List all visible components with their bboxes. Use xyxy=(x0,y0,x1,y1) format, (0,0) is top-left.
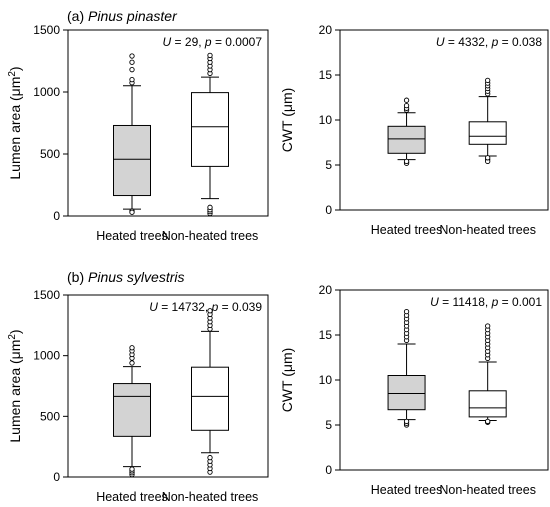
outlier-point xyxy=(207,52,213,59)
y-tick-label: 0 xyxy=(325,463,332,477)
x-category-label: Non-heated trees xyxy=(439,483,536,497)
y-tick-label: 20 xyxy=(319,283,333,297)
box-iqr xyxy=(468,121,507,145)
outlier-point xyxy=(485,77,491,84)
y-axis-label: CWT (μm) xyxy=(279,88,295,153)
outlier-point xyxy=(207,454,213,461)
y-tick-label: 10 xyxy=(319,113,333,127)
x-category-label: Non-heated trees xyxy=(162,490,259,504)
species-name: Pinus sylvestris xyxy=(88,269,185,285)
box-heated xyxy=(113,53,151,215)
y-axis-label: Lumen area (μm2) xyxy=(7,329,24,442)
section-letter: (a) xyxy=(67,8,85,24)
outlier-point xyxy=(403,97,410,103)
y-tick-label: 500 xyxy=(40,147,60,161)
x-category-label: Heated trees xyxy=(96,229,168,243)
y-tick-label: 1000 xyxy=(33,85,60,99)
box-heated xyxy=(113,345,151,478)
y-tick-label: 500 xyxy=(40,409,60,423)
x-category-label: Non-heated trees xyxy=(162,229,259,243)
box-iqr xyxy=(387,125,426,154)
box-heated xyxy=(387,97,426,166)
box-iqr xyxy=(191,366,229,431)
x-category-label: Heated trees xyxy=(371,483,443,497)
outlier-point xyxy=(129,67,135,73)
x-category-label: Heated trees xyxy=(371,223,443,237)
stat-annotation: U = 4332, p = 0.038 xyxy=(436,35,542,49)
outlier-point xyxy=(485,155,491,161)
y-tick-label: 0 xyxy=(325,203,332,217)
y-tick-label: 1000 xyxy=(33,349,60,363)
plot-frame xyxy=(67,294,269,478)
box-heated xyxy=(387,308,426,428)
chart-panel: 0 500 1000 1500 Lumen area (μm2) Heated trees… xyxy=(7,288,269,504)
stat-annotation: U = 11418, p = 0.001 xyxy=(430,295,542,309)
outlier-point xyxy=(485,323,491,329)
plot-frame xyxy=(67,29,269,217)
y-tick-label: 10 xyxy=(319,373,333,387)
stat-annotation: U = 29, p = 0.0007 xyxy=(163,35,263,49)
y-tick-label: 1500 xyxy=(33,23,60,37)
plot-frame xyxy=(339,289,549,471)
y-axis-label: CWT (μm) xyxy=(279,348,295,413)
box-non-heated xyxy=(468,323,507,425)
y-tick-label: 20 xyxy=(319,23,333,37)
box-iqr xyxy=(191,92,229,167)
outlier-point xyxy=(485,418,491,425)
stat-annotation: U = 14732, p = 0.039 xyxy=(149,300,262,314)
y-tick-label: 0 xyxy=(53,209,60,223)
y-tick-label: 5 xyxy=(325,158,332,172)
outlier-point xyxy=(403,418,410,425)
outlier-point xyxy=(403,308,410,315)
outlier-point xyxy=(129,345,135,351)
species-name: Pinus pinaster xyxy=(88,8,177,24)
y-tick-label: 5 xyxy=(325,418,332,432)
box-iqr xyxy=(387,375,426,411)
outlier-point xyxy=(403,102,410,109)
outlier-point xyxy=(403,158,410,165)
outlier-point xyxy=(129,53,135,59)
chart-panel: 0 500 1000 1500 Lumen area (μm2) Heated trees… xyxy=(7,23,269,243)
outlier-point xyxy=(129,466,135,472)
y-axis-label: Lumen area (μm2) xyxy=(7,66,24,179)
outlier-point xyxy=(129,360,135,366)
outlier-point xyxy=(129,76,135,83)
box-iqr xyxy=(113,124,151,197)
y-tick-label: 1500 xyxy=(33,288,60,302)
x-category-label: Non-heated trees xyxy=(439,223,536,237)
section-letter: (b) xyxy=(67,269,85,285)
outlier-point xyxy=(129,209,135,215)
box-iqr xyxy=(113,383,151,437)
outlier-point xyxy=(207,204,213,210)
section-title-b: (b) Pinus sylvestris xyxy=(67,269,184,285)
outlier-point xyxy=(129,59,135,65)
y-tick-label: 0 xyxy=(53,470,60,484)
box-non-heated xyxy=(191,52,229,217)
y-tick-label: 15 xyxy=(319,328,333,342)
section-title-a: (a) Pinus pinaster xyxy=(67,8,177,24)
plot-frame xyxy=(339,29,549,211)
y-tick-label: 15 xyxy=(319,68,333,82)
outlier-point xyxy=(207,308,213,314)
box-iqr xyxy=(468,390,507,418)
x-category-label: Heated trees xyxy=(96,490,168,504)
box-non-heated xyxy=(468,77,507,165)
box-non-heated xyxy=(191,308,229,475)
